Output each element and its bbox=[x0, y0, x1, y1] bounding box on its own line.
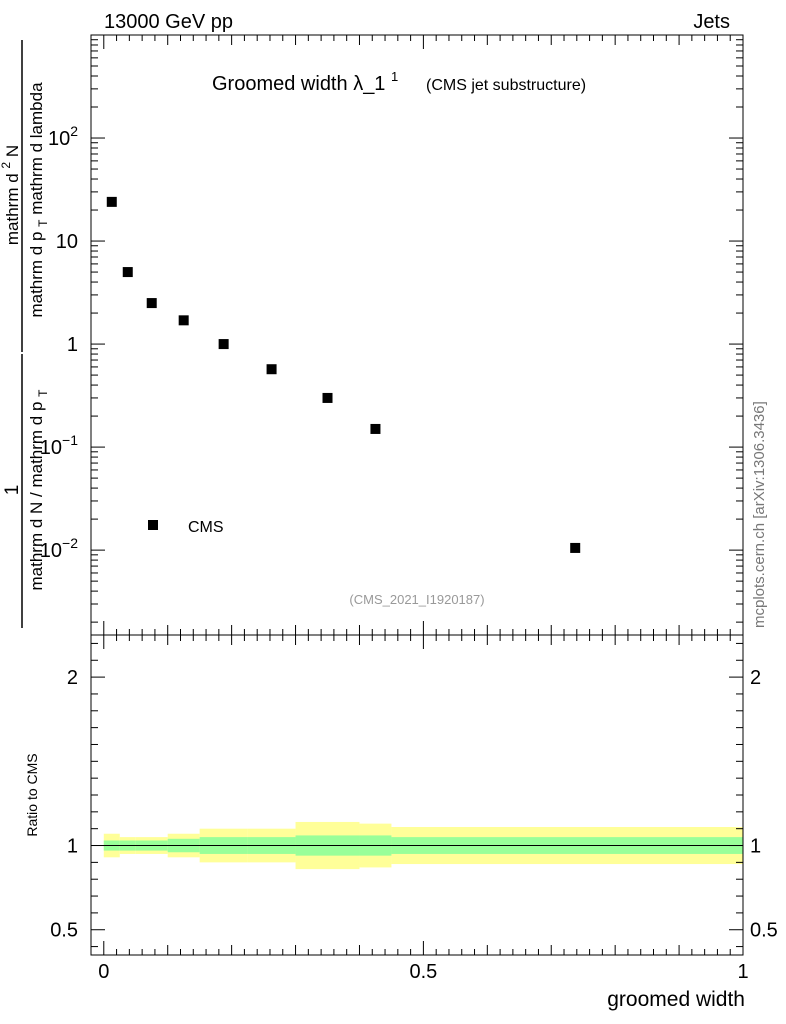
main-y-tick-label: 102 bbox=[48, 123, 78, 150]
y-numerator: mathrm d 2 N bbox=[0, 145, 22, 245]
y-numerator-main: mathrm d bbox=[3, 173, 22, 245]
data-point bbox=[322, 392, 333, 403]
ratio-y-tick-label-right: 2 bbox=[750, 667, 761, 689]
x-tick-label: 0 bbox=[98, 961, 109, 983]
main-y-tick-exp: 2 bbox=[70, 123, 78, 139]
y-prefactor-denominator-sub: T bbox=[36, 389, 50, 397]
data-points bbox=[106, 196, 581, 553]
main-axis-ticks bbox=[91, 34, 744, 635]
y-prefactor-numerator: 1 bbox=[2, 485, 23, 496]
x-tick-label: 0.5 bbox=[409, 961, 437, 983]
ratio-y-tick-label-left: 0.5 bbox=[50, 920, 78, 942]
ratio-y-tick-label-left: 2 bbox=[67, 667, 78, 689]
watermark: (CMS_2021_I1920187) bbox=[349, 592, 484, 607]
data-point bbox=[178, 315, 189, 326]
ratio-y-tick-label-left: 1 bbox=[67, 836, 78, 858]
chart-title-sup: 1 bbox=[391, 69, 398, 84]
main-y-tick-base: 10 bbox=[40, 437, 62, 459]
ratio-y-tick-label-right: 1 bbox=[750, 836, 761, 858]
main-y-label: 1 mathrm d N / mathrm d p T mathrm d 2 N… bbox=[0, 40, 51, 628]
data-point bbox=[570, 542, 581, 553]
main-y-tick-base: 10 bbox=[48, 128, 70, 150]
data-point bbox=[106, 196, 117, 207]
main-y-tick-label: 10−2 bbox=[40, 535, 78, 562]
y-denominator-tail: mathrm d lambda bbox=[27, 82, 46, 215]
y-denominator-sub: T bbox=[36, 219, 50, 227]
side-label: mcplots.cern.ch [arXiv:1306.3436] bbox=[751, 401, 768, 628]
main-y-tick-exp: −1 bbox=[62, 432, 78, 448]
y-numerator-tail: N bbox=[3, 145, 22, 157]
data-point bbox=[146, 298, 157, 309]
ratio-y-label: Ratio to CMS bbox=[24, 753, 40, 836]
ratio-plot-frame bbox=[90, 634, 744, 956]
header-left: 13000 GeV pp bbox=[104, 11, 233, 33]
y-denominator: mathrm d p T mathrm d lambda bbox=[27, 82, 51, 318]
chart-title-text: Groomed width bbox=[212, 73, 348, 95]
main-y-tick-label: 10−1 bbox=[40, 432, 78, 459]
data-point bbox=[370, 423, 381, 434]
chart-title-symbol: λ_1 bbox=[353, 73, 385, 95]
main-plot-frame bbox=[90, 34, 744, 636]
legend-marker bbox=[148, 520, 158, 530]
y-prefactor-denominator: mathrm d N / mathrm d p T bbox=[27, 389, 50, 591]
chart-title: Groomed width λ_1 1 bbox=[212, 69, 398, 95]
data-point bbox=[266, 364, 277, 375]
main-y-tick-base: 1 bbox=[67, 334, 78, 356]
ratio-axis-ticks bbox=[91, 635, 744, 955]
y-numerator-sup: 2 bbox=[0, 162, 13, 169]
main-y-tick-exp: −2 bbox=[62, 535, 78, 551]
ratio-tick-labels: 0.5 0.51 12 20 0.5 1 bbox=[50, 667, 778, 983]
legend-label: CMS bbox=[188, 519, 224, 536]
data-point bbox=[122, 267, 133, 278]
chart-subtitle: (CMS jet substructure) bbox=[426, 77, 586, 94]
x-axis-label: groomed width bbox=[607, 988, 745, 1011]
main-y-tick-label: 10 bbox=[56, 231, 78, 253]
ratio-y-tick-label-right: 0.5 bbox=[750, 920, 778, 942]
y-denominator-main: mathrm d p bbox=[27, 232, 46, 318]
data-point bbox=[218, 339, 229, 350]
header-right: Jets bbox=[693, 11, 730, 33]
x-tick-label: 1 bbox=[737, 961, 748, 983]
main-y-tick-base: 10 bbox=[56, 231, 78, 253]
main-y-tick-base: 10 bbox=[40, 540, 62, 562]
main-y-tick-label: 1 bbox=[67, 334, 78, 356]
y-prefactor-denominator-main: mathrm d N / mathrm d p bbox=[27, 402, 46, 591]
